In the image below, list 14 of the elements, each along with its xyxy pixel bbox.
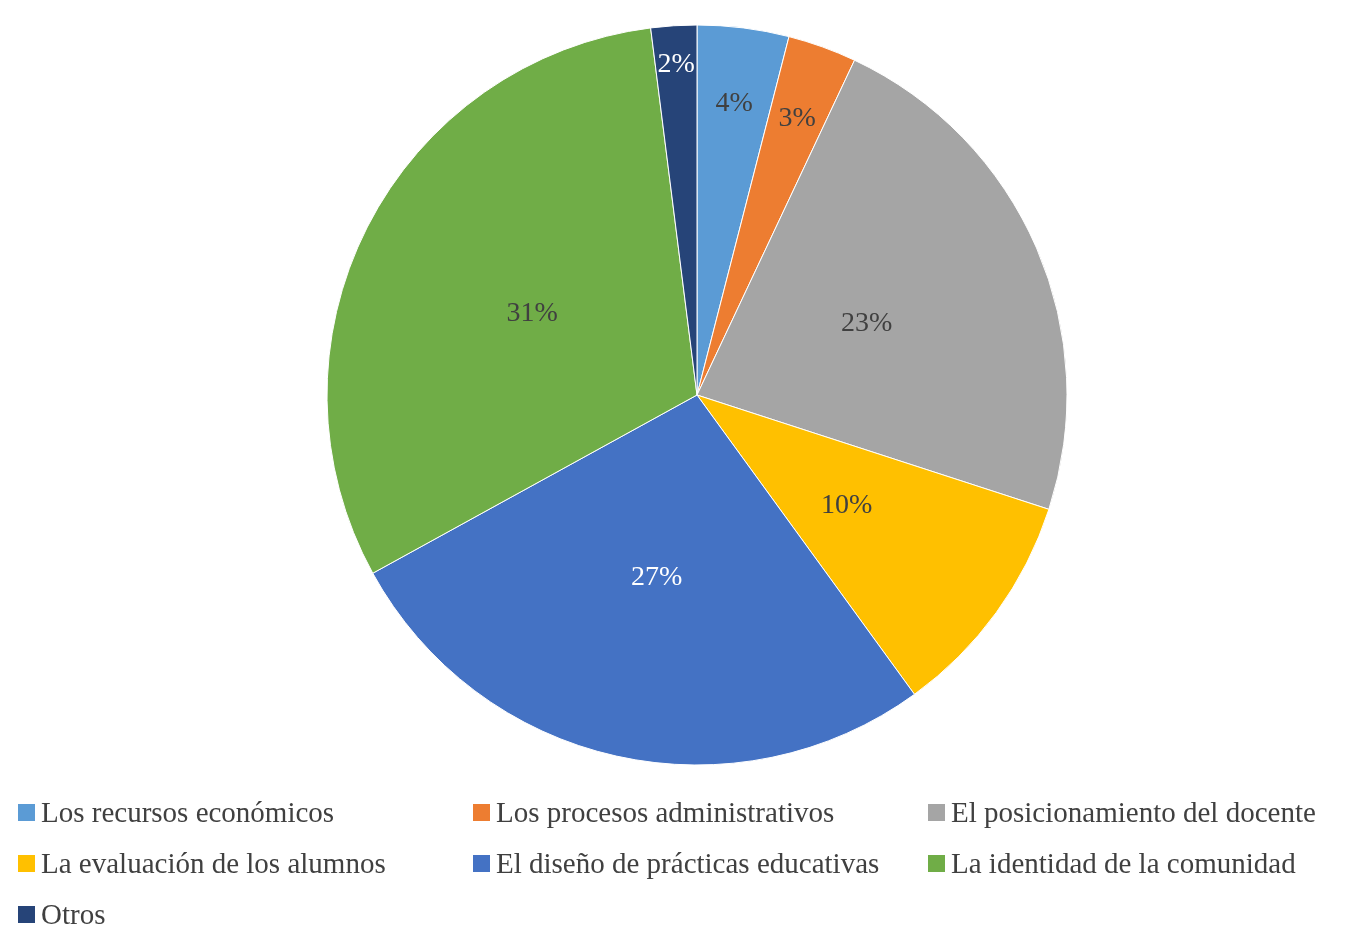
data-label: 23% bbox=[841, 306, 893, 338]
legend-label: Otros bbox=[41, 898, 106, 927]
data-label: 2% bbox=[657, 47, 695, 79]
legend-label: La evaluación de los alumnos bbox=[41, 847, 386, 880]
data-label: 4% bbox=[715, 85, 753, 117]
legend-label: Los procesos administrativos bbox=[496, 796, 835, 829]
legend-label: El posicionamiento del docente bbox=[951, 796, 1316, 829]
legend-label: El diseño de prácticas educativas bbox=[496, 847, 880, 880]
data-label: 3% bbox=[778, 101, 816, 132]
data-label: 10% bbox=[821, 488, 873, 520]
data-label: 31% bbox=[506, 295, 558, 327]
legend-label: La identidad de la comunidad bbox=[951, 847, 1296, 880]
data-label: 27% bbox=[630, 560, 683, 592]
legend-label: Los recursos económicos bbox=[41, 796, 335, 829]
